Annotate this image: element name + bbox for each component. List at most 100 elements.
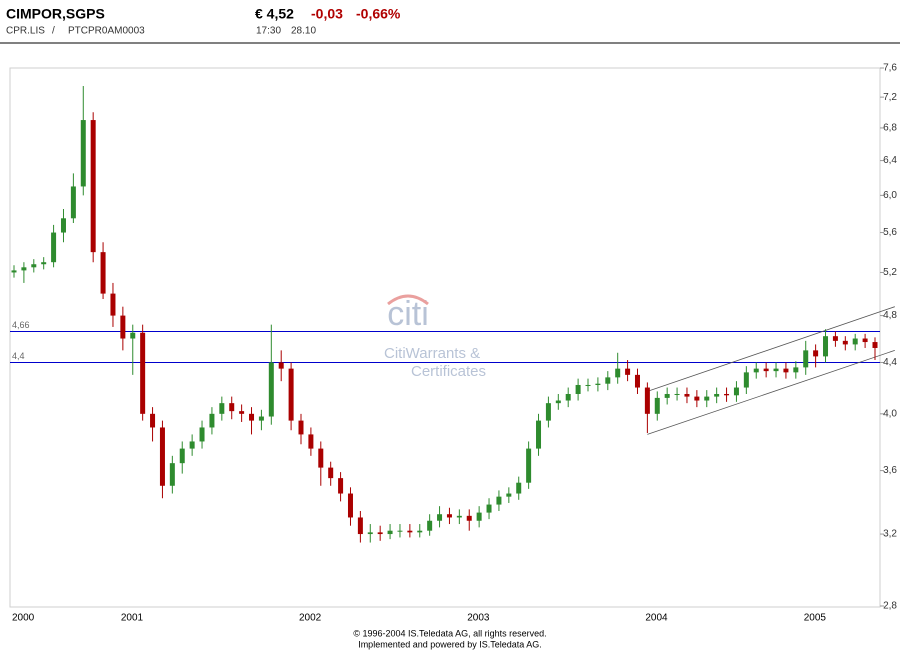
y-tick-label: 6,0 xyxy=(883,190,897,201)
x-tick-label: 2004 xyxy=(645,613,668,624)
candle-body xyxy=(51,232,57,263)
candle-body xyxy=(258,416,264,421)
channel-line xyxy=(647,306,895,392)
separator: / xyxy=(52,26,55,37)
candle-body xyxy=(150,413,156,428)
candle-body xyxy=(664,393,670,398)
candle-body xyxy=(684,393,690,397)
candle-body xyxy=(496,496,502,505)
candle-body xyxy=(486,504,492,513)
candle-body xyxy=(813,350,819,357)
x-tick-label: 2005 xyxy=(804,613,827,624)
reference-label: 4,4 xyxy=(12,351,25,361)
candle-body xyxy=(694,396,700,401)
candle-body xyxy=(377,532,383,535)
candle-body xyxy=(852,338,858,345)
symbol: CPR.LIS xyxy=(6,26,45,37)
y-tick-label: 3,6 xyxy=(883,465,897,476)
candle-body xyxy=(842,340,848,345)
change-pct: -0,66% xyxy=(356,6,401,22)
y-tick-label: 4,4 xyxy=(883,357,897,368)
candle-body xyxy=(763,368,769,372)
candle-body xyxy=(466,515,472,521)
candle-body xyxy=(199,427,205,442)
y-tick-label: 7,6 xyxy=(883,63,897,74)
footer-line: © 1996-2004 IS.Teledata AG, all rights r… xyxy=(353,628,546,638)
candle-body xyxy=(674,393,680,395)
candle-body xyxy=(654,397,660,414)
candle-body xyxy=(90,120,96,253)
candle-body xyxy=(555,400,561,404)
watermark-line1: CitiWarrants & xyxy=(384,345,480,362)
x-tick-label: 2001 xyxy=(121,613,144,624)
candle-body xyxy=(120,315,126,339)
y-tick-label: 6,4 xyxy=(883,155,897,166)
channel-line xyxy=(647,349,895,435)
candle-body xyxy=(179,448,185,464)
candle-body xyxy=(239,411,245,414)
candle-body xyxy=(41,262,47,265)
candle-body xyxy=(446,514,452,518)
candle-body xyxy=(733,387,739,396)
y-tick-label: 2,8 xyxy=(883,601,897,612)
x-tick-label: 2000 xyxy=(12,613,35,624)
candle-body xyxy=(634,374,640,388)
candle-body xyxy=(229,403,235,412)
footer-line: Implemented and powered by IS.Teledata A… xyxy=(358,639,542,649)
reference-label: 4,66 xyxy=(12,320,30,330)
y-tick-label: 6,8 xyxy=(883,123,897,134)
candle-body xyxy=(298,420,304,435)
candle-body xyxy=(803,350,809,368)
price: € 4,52 xyxy=(255,6,294,22)
candle-body xyxy=(169,463,175,486)
watermark-arc xyxy=(387,294,429,306)
candle-body xyxy=(100,252,106,294)
candle-body xyxy=(288,368,294,421)
candle-body xyxy=(793,367,799,373)
y-tick-label: 3,2 xyxy=(883,529,897,540)
x-tick-label: 2002 xyxy=(299,613,322,624)
candle-body xyxy=(308,434,314,449)
x-tick-label: 2003 xyxy=(467,613,490,624)
candle-body xyxy=(367,532,373,535)
candle-body xyxy=(110,293,116,316)
candle-body xyxy=(219,403,225,414)
candle-body xyxy=(80,120,86,187)
stock-name: CIMPOR,SGPS xyxy=(6,6,105,22)
candle-body xyxy=(862,338,868,343)
candle-body xyxy=(714,393,720,397)
change: -0,03 xyxy=(311,6,343,22)
isin: PTCPR0AM0003 xyxy=(68,26,145,37)
candle-body xyxy=(70,186,76,219)
watermark: citi CitiWarrants & Certificates xyxy=(384,294,486,380)
candle-body xyxy=(437,514,443,521)
candle-body xyxy=(60,218,66,233)
candle-body xyxy=(585,384,591,386)
candle-body xyxy=(31,264,37,268)
candle-body xyxy=(783,368,789,373)
y-tick-label: 4,8 xyxy=(883,310,897,321)
candle-body xyxy=(872,342,878,348)
candle-body xyxy=(209,413,215,428)
candle-body xyxy=(526,448,532,483)
candle-body xyxy=(595,383,601,385)
candle-body xyxy=(328,467,334,479)
candle-body xyxy=(189,441,195,449)
candle-body xyxy=(625,368,631,375)
y-tick-label: 4,0 xyxy=(883,408,897,419)
candle-body xyxy=(318,448,324,468)
y-tick-label: 7,2 xyxy=(883,92,897,103)
candle-body xyxy=(753,368,759,373)
candle-body xyxy=(397,530,403,532)
candle-body xyxy=(545,403,551,421)
candle-body xyxy=(357,517,363,535)
candle-body xyxy=(536,420,542,449)
candle-body xyxy=(823,336,829,357)
candle-body xyxy=(773,368,779,372)
candle-body xyxy=(456,515,462,518)
candle-body xyxy=(21,267,27,271)
candle-body xyxy=(387,530,393,535)
candle-body xyxy=(565,393,571,401)
